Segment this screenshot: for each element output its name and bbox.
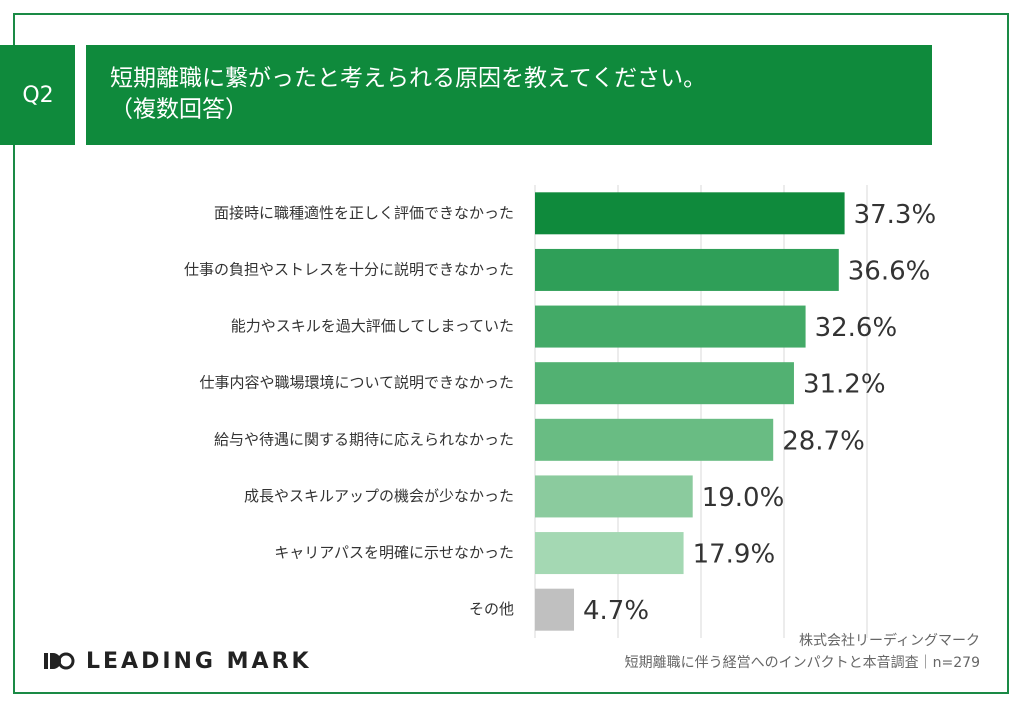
bar [535, 362, 794, 405]
bar [535, 532, 684, 575]
value-label: 4.7% [583, 596, 649, 626]
y-tick-label: 面接時に職種適性を正しく評価できなかった [214, 204, 514, 222]
value-label: 32.6% [815, 313, 898, 343]
y-tick-label: キャリアパスを明確に示せなかった [274, 544, 514, 562]
question-label: Q2 [22, 83, 53, 108]
source: 株式会社リーディングマーク [799, 632, 980, 649]
logo-icon [44, 652, 75, 670]
bar [535, 305, 806, 348]
value-label: 19.0% [702, 483, 785, 513]
value-label: 28.7% [782, 426, 865, 456]
y-tick-label: 仕事の負担やストレスを十分に説明できなかった [184, 260, 514, 278]
value-label: 36.6% [848, 256, 931, 286]
value-label: 31.2% [803, 370, 886, 400]
bar [535, 475, 693, 518]
title-box [86, 45, 932, 145]
y-tick-label: 成長やスキルアップの機会が少なかった [244, 487, 514, 505]
frame [13, 13, 1009, 694]
y-tick-label: 給与や待遇に関する期待に応えられなかった [214, 430, 514, 448]
value-label: 17.9% [693, 540, 776, 570]
y-tick-label: 能力やスキルを過大評価してしまっていた [231, 317, 514, 335]
bar [535, 248, 839, 291]
logo-text: LEADING MARK [86, 649, 312, 674]
bar [535, 192, 845, 235]
chart-title: 短期離職に繋がったと考えられる原因を教えてください。 [110, 66, 706, 92]
y-tick-label: その他 [469, 600, 514, 618]
chart-subtitle: （複数回答） [110, 97, 248, 123]
survey: 短期離職に伴う経営へのインパクトと本音調査｜n=279 [625, 654, 980, 671]
y-tick-label: 仕事内容や職場環境について説明できなかった [199, 374, 514, 392]
value-label: 37.3% [854, 200, 937, 230]
bar [535, 418, 774, 461]
bar [535, 588, 575, 631]
question-box [0, 45, 75, 145]
